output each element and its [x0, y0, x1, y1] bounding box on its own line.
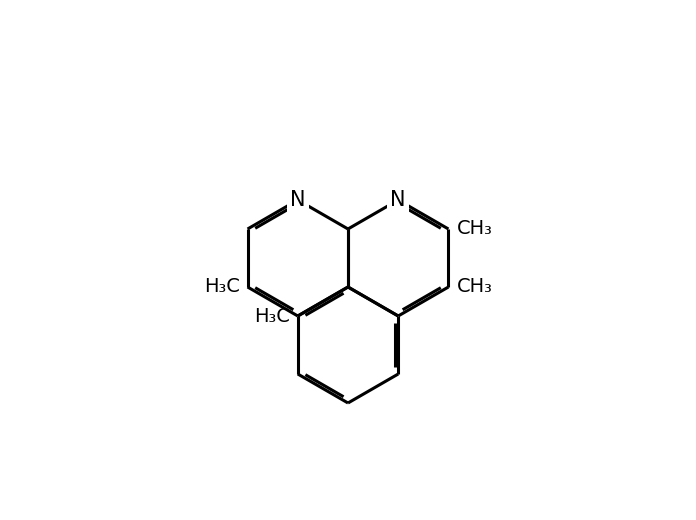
Text: N: N — [290, 190, 306, 210]
Text: H₃C: H₃C — [204, 278, 239, 296]
Text: H₃C: H₃C — [254, 306, 290, 326]
Text: CH₃: CH₃ — [457, 219, 492, 239]
Text: N: N — [390, 190, 406, 210]
Text: CH₃: CH₃ — [457, 278, 492, 296]
